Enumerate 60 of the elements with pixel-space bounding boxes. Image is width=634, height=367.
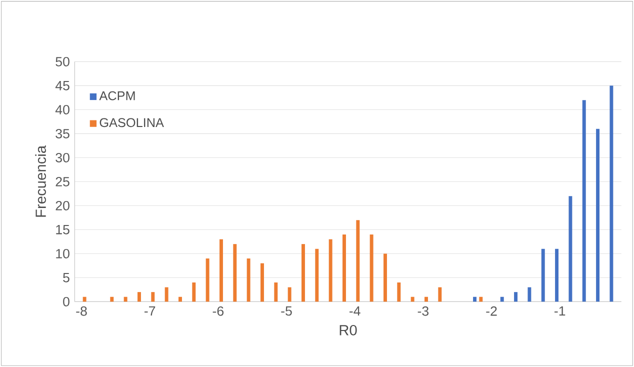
x-tick-label: -1: [554, 306, 566, 316]
bar: [410, 296, 414, 302]
bar: [151, 292, 155, 302]
x-tick-label: -6: [212, 306, 224, 316]
bar: [384, 254, 387, 302]
y-tick-label: 45: [55, 81, 70, 90]
bar: [138, 292, 141, 302]
bar: [397, 282, 401, 302]
bar: [356, 220, 360, 302]
y-tick-label: 10: [56, 248, 70, 258]
bar: [260, 263, 264, 302]
bar: [302, 244, 305, 302]
bar: [370, 234, 374, 302]
bar: [288, 287, 292, 302]
bar: [568, 196, 572, 302]
x-axis-title: R0: [340, 324, 357, 336]
y-tick-label: 50: [56, 56, 70, 66]
y-tick-label: 40: [55, 104, 70, 114]
bar: [541, 248, 545, 302]
bar: [124, 296, 128, 302]
bar: [220, 239, 223, 302]
bar: [164, 287, 168, 302]
y-axis-title: Frecuencia: [35, 145, 46, 217]
bar: [555, 248, 559, 302]
y-tick-label: 25: [56, 176, 70, 186]
bar: [582, 100, 586, 302]
bar: [328, 239, 332, 302]
bar: [246, 258, 250, 302]
bar: [610, 86, 614, 302]
y-tick-label: 15: [56, 225, 70, 234]
y-tick-label: 0: [63, 296, 70, 306]
x-tick-label: -7: [144, 306, 156, 316]
bar: [233, 244, 237, 302]
x-tick-label: -2: [486, 306, 497, 316]
legend-label: ACPM: [99, 91, 135, 100]
bar: [473, 296, 477, 302]
bar: [596, 128, 600, 302]
bar: [528, 287, 532, 302]
bar: [479, 296, 483, 302]
bar: [110, 296, 114, 302]
bar: [514, 292, 518, 302]
bar: [424, 296, 428, 302]
bar: [178, 296, 182, 302]
bar: [274, 282, 278, 302]
y-tick-label: 5: [63, 273, 70, 282]
bar: [206, 258, 210, 302]
x-tick-label: -4: [349, 306, 360, 316]
x-tick-label: -8: [76, 306, 87, 316]
bar: [438, 287, 442, 302]
y-tick-label: 30: [56, 152, 70, 162]
x-tick-label: -5: [281, 306, 292, 316]
legend-label: GASOLINA: [100, 118, 164, 128]
bar: [315, 248, 319, 302]
bar: [342, 234, 346, 302]
y-tick-label: 20: [56, 200, 70, 210]
bar: [82, 296, 86, 302]
x-tick-label: -3: [418, 306, 429, 316]
bar: [500, 296, 504, 302]
bar: [192, 282, 196, 302]
y-tick-label: 35: [56, 128, 70, 138]
